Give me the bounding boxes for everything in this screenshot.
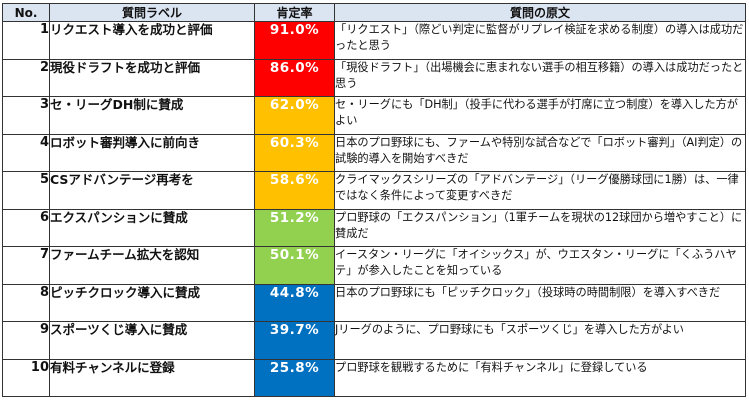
affirmative-rate-cell: 25.8% [254, 358, 335, 397]
question-original-text: イースタン・リーグに「オイシックス」が、ウエスタン・リーグに「くふうハヤテ」が参… [334, 246, 746, 285]
question-label: ピッチクロック導入に賛成 [49, 283, 255, 322]
table-body: 1 リクエスト導入を成功と評価 91.0% 「リクエスト」（際どい判定に監督がリ… [2, 21, 746, 397]
survey-results-table: No. 質問ラベル 肯定率 質問の原文 1 リクエスト導入を成功と評価 91.0… [2, 3, 746, 397]
affirmative-rate-cell: 86.0% [254, 58, 335, 97]
question-original-text: クライマックスシリーズの「アドバンテージ」（リーグ優勝球団に1勝）は、一律ではな… [334, 171, 746, 210]
header-affirmative-rate: 肯定率 [254, 3, 335, 22]
affirmative-rate-cell: 51.2% [254, 208, 335, 247]
row-number: 1 [2, 21, 50, 60]
question-label: スポーツくじ導入に賛成 [49, 321, 255, 360]
header-no: No. [2, 3, 50, 22]
question-original-text: プロ野球の「エクスパンション」（1軍チームを現状の12球団から増やすこと）に賛成… [334, 208, 746, 247]
question-label: 現役ドラフトを成功と評価 [49, 58, 255, 97]
question-original-text: 「現役ドラフト」（出場機会に恵まれない選手の相互移籍）の導入は成功だったと思う [334, 58, 746, 97]
question-label: ファームチーム拡大を認知 [49, 246, 255, 285]
table-row: 8 ピッチクロック導入に賛成 44.8% 日本のプロ野球にも「ピッチクロック」（… [2, 283, 746, 322]
affirmative-rate-cell: 44.8% [254, 283, 335, 322]
question-original-text: 日本のプロ野球にも、ファームや特別な試合などで「ロボット審判」（AI判定）の試験… [334, 133, 746, 172]
question-original-text: プロ野球を観戦するために「有料チャンネル」に登録している [334, 358, 746, 397]
row-number: 9 [2, 321, 50, 360]
header-row: No. 質問ラベル 肯定率 質問の原文 [2, 3, 746, 22]
question-label: セ・リーグDH制に賛成 [49, 96, 255, 135]
question-original-text: 日本のプロ野球にも「ピッチクロック」（投球時の時間制限）を導入すべきだ [334, 283, 746, 322]
row-number: 7 [2, 246, 50, 285]
row-number: 3 [2, 96, 50, 135]
row-number: 5 [2, 171, 50, 210]
row-number: 8 [2, 283, 50, 322]
affirmative-rate-cell: 39.7% [254, 321, 335, 360]
table-row: 3 セ・リーグDH制に賛成 62.0% セ・リーグにも「DH制」（投手に代わる選… [2, 96, 746, 135]
question-label: CSアドバンテージ再考を [49, 171, 255, 210]
question-label: 有料チャンネルに登録 [49, 358, 255, 397]
row-number: 6 [2, 208, 50, 247]
question-original-text: Jリーグのように、プロ野球にも「スポーツくじ」を導入した方がよい [334, 321, 746, 360]
table-row: 5 CSアドバンテージ再考を 58.6% クライマックスシリーズの「アドバンテー… [2, 171, 746, 210]
question-label: エクスパンションに賛成 [49, 208, 255, 247]
affirmative-rate-cell: 62.0% [254, 96, 335, 135]
table-row: 10 有料チャンネルに登録 25.8% プロ野球を観戦するために「有料チャンネル… [2, 358, 746, 397]
header-question-label: 質問ラベル [49, 3, 255, 22]
table-row: 9 スポーツくじ導入に賛成 39.7% Jリーグのように、プロ野球にも「スポーツ… [2, 321, 746, 360]
row-number: 2 [2, 58, 50, 97]
affirmative-rate-cell: 91.0% [254, 21, 335, 60]
question-label: ロボット審判導入に前向き [49, 133, 255, 172]
header-question-original: 質問の原文 [334, 3, 746, 22]
affirmative-rate-cell: 60.3% [254, 133, 335, 172]
table-row: 1 リクエスト導入を成功と評価 91.0% 「リクエスト」（際どい判定に監督がリ… [2, 21, 746, 60]
affirmative-rate-cell: 50.1% [254, 246, 335, 285]
table-header: No. 質問ラベル 肯定率 質問の原文 [2, 3, 746, 22]
row-number: 4 [2, 133, 50, 172]
affirmative-rate-cell: 58.6% [254, 171, 335, 210]
question-label: リクエスト導入を成功と評価 [49, 21, 255, 60]
table-row: 2 現役ドラフトを成功と評価 86.0% 「現役ドラフト」（出場機会に恵まれない… [2, 58, 746, 97]
question-original-text: セ・リーグにも「DH制」（投手に代わる選手が打席に立つ制度）を導入した方がよい [334, 96, 746, 135]
question-original-text: 「リクエスト」（際どい判定に監督がリプレイ検証を求める制度）の導入は成功だったと… [334, 21, 746, 60]
row-number: 10 [2, 358, 50, 397]
table-row: 7 ファームチーム拡大を認知 50.1% イースタン・リーグに「オイシックス」が… [2, 246, 746, 285]
table-row: 6 エクスパンションに賛成 51.2% プロ野球の「エクスパンション」（1軍チー… [2, 208, 746, 247]
table-row: 4 ロボット審判導入に前向き 60.3% 日本のプロ野球にも、ファームや特別な試… [2, 133, 746, 172]
